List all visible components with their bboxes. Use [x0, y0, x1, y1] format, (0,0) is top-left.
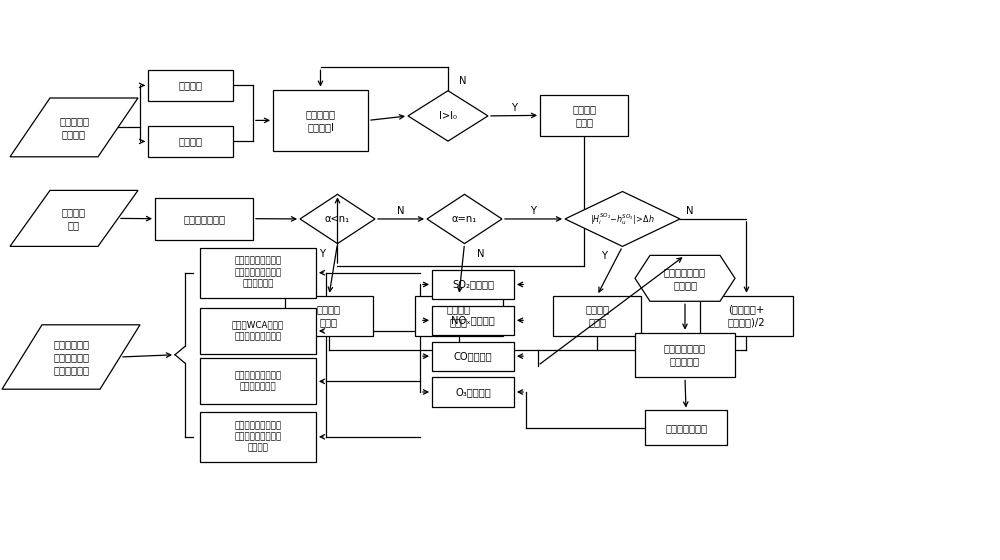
FancyBboxPatch shape — [432, 306, 514, 335]
Text: α=n₁: α=n₁ — [452, 214, 477, 224]
Text: 有效高度
元素集: 有效高度 元素集 — [572, 104, 596, 127]
Text: NOₓ浓度样本: NOₓ浓度样本 — [451, 315, 495, 325]
Text: N: N — [459, 76, 467, 86]
Text: Y: Y — [319, 249, 325, 259]
Text: 敏感高度元素集: 敏感高度元素集 — [183, 214, 225, 223]
Text: 大气污染物浓度
原始样本: 大气污染物浓度 原始样本 — [664, 267, 706, 290]
FancyBboxPatch shape — [432, 270, 514, 299]
Polygon shape — [408, 91, 488, 141]
FancyBboxPatch shape — [200, 308, 316, 354]
FancyBboxPatch shape — [200, 412, 316, 462]
FancyBboxPatch shape — [273, 90, 368, 151]
Text: Y: Y — [511, 102, 517, 113]
Text: 先验知识
获取: 先验知识 获取 — [62, 207, 86, 230]
FancyBboxPatch shape — [200, 358, 316, 404]
Text: α<n₁: α<n₁ — [325, 214, 350, 224]
Text: O₃浓度样本: O₃浓度样本 — [455, 387, 491, 397]
Text: $|H_i^{SO_2}\!\!-\!h_u^{SO_2}|\!>\!\Delta h$: $|H_i^{SO_2}\!\!-\!h_u^{SO_2}|\!>\!\Delt… — [590, 211, 655, 227]
Text: SO₂浓度样本: SO₂浓度样本 — [452, 279, 494, 290]
Text: 有效高度
元素集: 有效高度 元素集 — [317, 305, 341, 327]
FancyBboxPatch shape — [432, 377, 514, 407]
Text: I>I₀: I>I₀ — [439, 111, 457, 121]
Polygon shape — [565, 192, 680, 246]
Polygon shape — [635, 255, 735, 301]
Text: 高度元素: 高度元素 — [178, 81, 202, 90]
Text: 无人机匀速
升降测量: 无人机匀速 升降测量 — [59, 116, 89, 139]
Text: 智慧农业大气
污染物浓度分
层次预警方法: 智慧农业大气 污染物浓度分 层次预警方法 — [53, 339, 89, 375]
Text: 敏感高度
元素集: 敏感高度 元素集 — [585, 305, 609, 327]
FancyBboxPatch shape — [700, 296, 793, 336]
Text: 水循环WCA算法优
化的极限学习机模型: 水循环WCA算法优 化的极限学习机模型 — [232, 321, 284, 341]
Polygon shape — [2, 325, 140, 389]
FancyBboxPatch shape — [285, 296, 373, 336]
Polygon shape — [10, 98, 138, 157]
Polygon shape — [10, 190, 138, 246]
Text: N: N — [686, 206, 694, 216]
FancyBboxPatch shape — [148, 70, 233, 101]
FancyBboxPatch shape — [645, 410, 727, 445]
FancyBboxPatch shape — [155, 198, 253, 240]
Text: 敏感高度
元素集: 敏感高度 元素集 — [447, 305, 471, 327]
Text: 基于猴群爬过程的人
工蜂群优化的支持向
量机模型: 基于猴群爬过程的人 工蜂群优化的支持向 量机模型 — [234, 421, 282, 452]
Text: N: N — [477, 249, 484, 259]
FancyBboxPatch shape — [540, 95, 628, 136]
Text: 浓度元素: 浓度元素 — [178, 137, 202, 146]
Text: 时空邻域异常值
辨识与修正: 时空邻域异常值 辨识与修正 — [664, 344, 706, 366]
Text: Y: Y — [530, 206, 536, 216]
FancyBboxPatch shape — [148, 126, 233, 157]
Text: 傅里叶滤波去噪: 傅里叶滤波去噪 — [665, 423, 707, 433]
Text: 计算相邻浓
度变化率I: 计算相邻浓 度变化率I — [306, 109, 336, 132]
FancyBboxPatch shape — [200, 248, 316, 298]
FancyBboxPatch shape — [635, 333, 735, 377]
Text: (有效高度+
敏感高度)/2: (有效高度+ 敏感高度)/2 — [728, 305, 765, 327]
Polygon shape — [300, 194, 375, 244]
Text: CO浓度样本: CO浓度样本 — [454, 351, 492, 361]
Polygon shape — [427, 194, 502, 244]
FancyBboxPatch shape — [432, 342, 514, 371]
Text: N: N — [397, 206, 405, 216]
FancyBboxPatch shape — [415, 296, 503, 336]
Text: 布谷鸟搜索算法优化
的随机森林模型: 布谷鸟搜索算法优化 的随机森林模型 — [234, 371, 282, 391]
FancyBboxPatch shape — [553, 296, 641, 336]
Text: Y: Y — [601, 251, 607, 262]
Text: 带有自适应权值的量
子粒子群优化的小波
神经网络模型: 带有自适应权值的量 子粒子群优化的小波 神经网络模型 — [234, 257, 282, 288]
